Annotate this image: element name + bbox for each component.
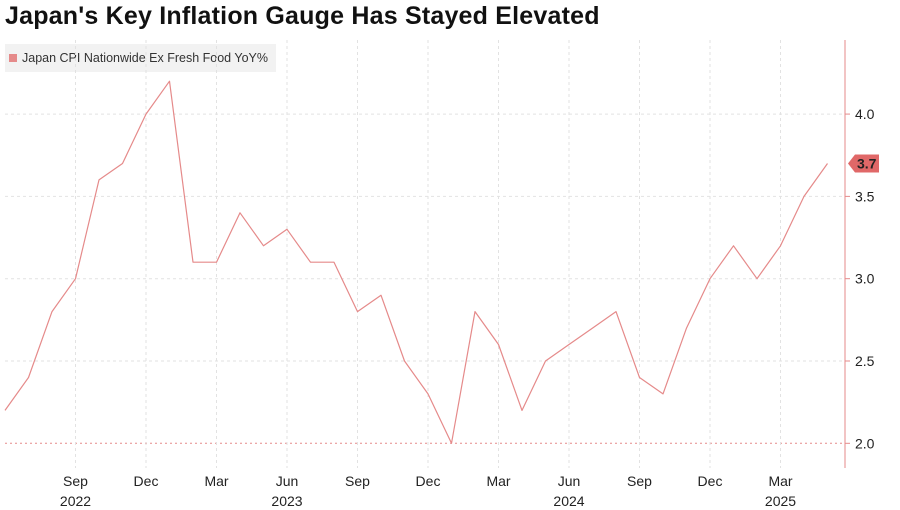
x-tick-label: Mar [204,473,228,489]
x-tick-label: Sep [63,473,88,489]
y-tick-label: 3.0 [855,271,875,287]
last-value-label: 3.7 [857,155,877,171]
last-value-tag [848,154,879,173]
x-tick-label: Sep [627,473,652,489]
legend-swatch [9,54,17,62]
x-tick-label: Jun [276,473,299,489]
x-tick-label: Dec [698,473,723,489]
chart-title: Japan's Key Inflation Gauge Has Stayed E… [5,2,600,30]
y-tick-label: 2.0 [855,435,875,451]
legend: Japan CPI Nationwide Ex Fresh Food YoY% [5,44,276,72]
legend-label: Japan CPI Nationwide Ex Fresh Food YoY% [22,51,268,65]
y-tick-label: 3.5 [855,188,875,204]
x-tick-label: Sep [345,473,370,489]
x-tick-label: Dec [416,473,441,489]
x-year-label: 2024 [553,493,584,509]
series-line [4,80,828,444]
x-year-label: 2025 [765,493,796,509]
x-tick-label: Mar [768,473,792,489]
x-tick-label: Mar [486,473,510,489]
x-year-label: 2022 [60,493,91,509]
x-tick-label: Dec [134,473,159,489]
x-year-label: 2023 [271,493,302,509]
y-tick-label: 4.0 [855,106,875,122]
x-tick-label: Jun [558,473,581,489]
y-tick-label: 2.5 [855,353,875,369]
